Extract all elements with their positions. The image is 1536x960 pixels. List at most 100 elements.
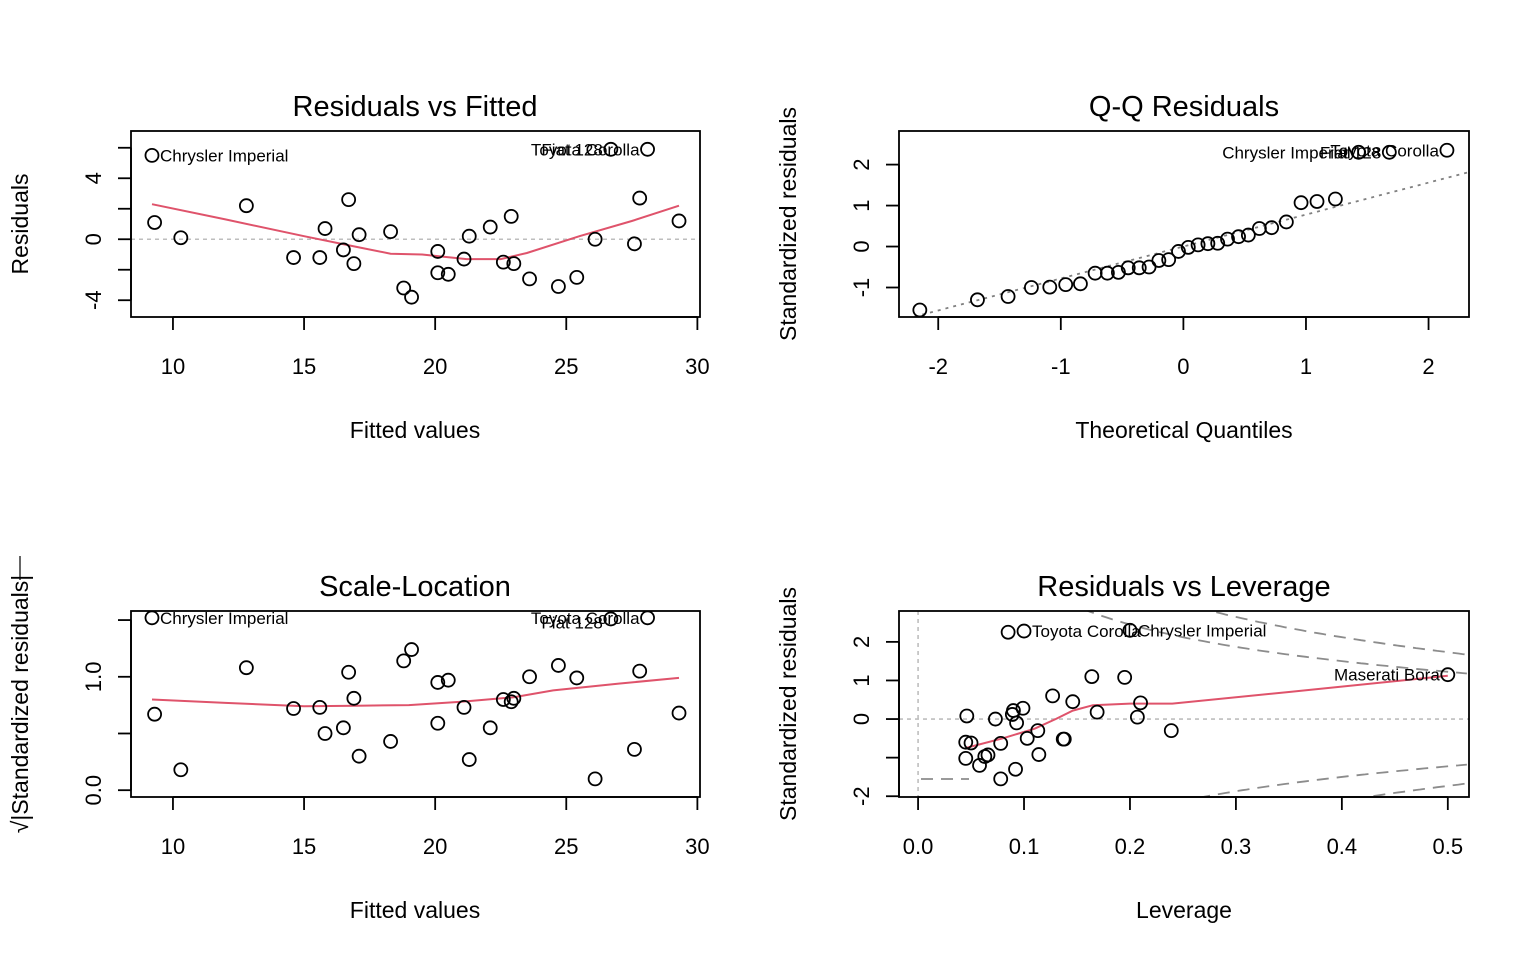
point-label: Chrysler Imperial bbox=[160, 146, 288, 165]
data-point bbox=[958, 734, 974, 750]
y-tick-label: 0 bbox=[81, 233, 106, 245]
data-point bbox=[551, 658, 566, 673]
x-tick-label: 20 bbox=[423, 834, 447, 859]
x-axis-label: Fitted values bbox=[350, 897, 480, 923]
panel-residuals-vs-leverage: Residuals vs Leverage Leverage Standardi… bbox=[775, 571, 1470, 923]
data-point bbox=[317, 221, 333, 236]
point-label: Fiat 128 bbox=[541, 613, 602, 632]
x-tick-label: 15 bbox=[292, 354, 316, 379]
x-tick-label: 0.0 bbox=[903, 834, 934, 859]
data-point bbox=[569, 269, 585, 285]
data-point bbox=[671, 213, 687, 229]
point-label: Chrysler Imperial bbox=[1222, 143, 1350, 162]
data-point bbox=[1073, 276, 1088, 292]
y-tick-label: 1.0 bbox=[81, 661, 106, 692]
x-tick-label: 1 bbox=[1300, 354, 1312, 379]
point-label: Toyota Corolla bbox=[1330, 141, 1439, 160]
x-tick-label: -2 bbox=[928, 354, 948, 379]
x-axis-label: Fitted values bbox=[350, 417, 480, 443]
smoother-line bbox=[151, 203, 680, 261]
y-axis-label: Residuals bbox=[7, 174, 33, 275]
y-tick-label: 1 bbox=[849, 674, 874, 686]
data-point bbox=[1210, 235, 1226, 251]
x-tick-label: 0.5 bbox=[1433, 834, 1464, 859]
data-point bbox=[173, 230, 189, 246]
x-tick-label: 10 bbox=[161, 354, 185, 379]
data-point bbox=[1161, 252, 1177, 268]
data-point bbox=[958, 751, 974, 766]
data-point bbox=[1381, 144, 1397, 160]
data-point bbox=[1120, 260, 1136, 276]
cooks-distance-contour bbox=[1198, 763, 1467, 797]
data-point bbox=[396, 653, 412, 669]
data-point bbox=[1231, 229, 1246, 245]
data-point bbox=[1293, 195, 1309, 211]
data-point bbox=[346, 690, 362, 706]
data-point bbox=[430, 675, 446, 690]
x-axis-label: Leverage bbox=[1136, 897, 1232, 923]
data-point bbox=[569, 670, 585, 686]
y-tick-label: 2 bbox=[849, 636, 874, 648]
data-point bbox=[993, 735, 1009, 751]
data-point bbox=[503, 208, 519, 224]
data-point bbox=[1000, 624, 1016, 640]
data-point bbox=[522, 669, 537, 685]
data-point bbox=[383, 734, 398, 749]
data-point bbox=[1240, 227, 1256, 243]
point-label: Fiat 128 bbox=[541, 140, 602, 159]
data-point bbox=[430, 715, 446, 731]
point-label: Maserati Bora bbox=[1334, 666, 1440, 685]
data-point bbox=[522, 271, 537, 287]
smoother-line bbox=[965, 674, 1448, 749]
data-point bbox=[1042, 279, 1058, 295]
data-point bbox=[147, 706, 162, 722]
data-point bbox=[963, 735, 979, 751]
panel-title: Residuals vs Leverage bbox=[1037, 571, 1330, 603]
data-point bbox=[404, 289, 419, 305]
y-tick-label: 4 bbox=[81, 172, 106, 184]
data-point bbox=[286, 250, 301, 265]
data-point bbox=[404, 642, 419, 657]
y-axis-label: Standardized residuals bbox=[775, 107, 801, 341]
data-point bbox=[1117, 669, 1133, 685]
point-label: Chrysler Imperial bbox=[160, 609, 288, 628]
data-point bbox=[627, 741, 642, 757]
y-tick-label: -4 bbox=[81, 290, 106, 310]
data-point bbox=[551, 279, 566, 294]
data-point bbox=[587, 231, 603, 247]
data-point bbox=[640, 141, 655, 157]
data-point bbox=[503, 694, 519, 710]
panel-title: Q-Q Residuals bbox=[1089, 91, 1279, 123]
data-point bbox=[980, 747, 996, 763]
data-point bbox=[1351, 144, 1367, 160]
data-point bbox=[173, 762, 189, 778]
data-point bbox=[456, 251, 472, 267]
point-label: Toyota Corolla bbox=[1032, 622, 1141, 641]
data-point bbox=[238, 660, 254, 676]
cooks-distance-contour bbox=[1085, 611, 1467, 675]
data-point bbox=[1019, 730, 1035, 746]
data-point bbox=[317, 726, 333, 741]
data-point bbox=[1031, 747, 1047, 762]
x-tick-label: 0.3 bbox=[1221, 834, 1252, 859]
data-point bbox=[1439, 142, 1455, 158]
panel-scale-location: Scale-Location Fitted values √|Standardi… bbox=[7, 556, 710, 923]
plot-content bbox=[909, 142, 1469, 317]
data-point bbox=[461, 228, 477, 244]
x-tick-label: 0.4 bbox=[1327, 834, 1358, 859]
data-point bbox=[312, 700, 328, 715]
data-point bbox=[632, 190, 648, 206]
data-point bbox=[632, 663, 648, 679]
point-label: Toyota Corolla bbox=[531, 609, 640, 628]
data-point bbox=[1058, 277, 1074, 293]
point-label: Chrysler Imperial bbox=[1138, 621, 1266, 640]
plot-content bbox=[131, 141, 700, 305]
data-point bbox=[1008, 761, 1023, 777]
x-tick-label: 0.2 bbox=[1115, 834, 1146, 859]
data-point bbox=[351, 748, 367, 764]
data-point bbox=[238, 198, 254, 214]
y-tick-label: 0.0 bbox=[81, 775, 106, 806]
